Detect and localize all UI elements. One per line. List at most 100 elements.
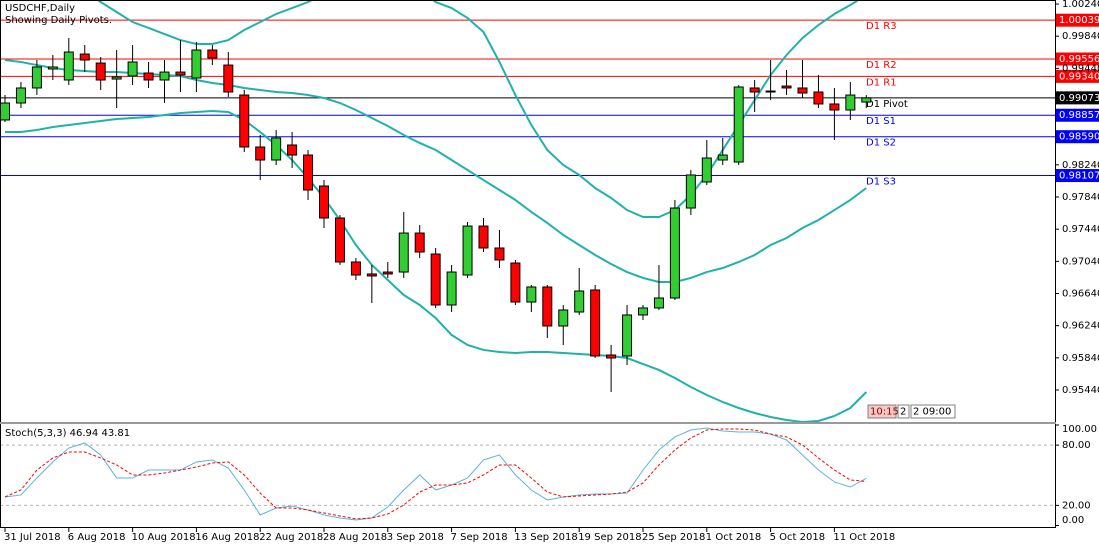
candle-body (319, 185, 329, 219)
candle-body (414, 232, 425, 253)
candle-body (303, 154, 314, 191)
candle-body (191, 49, 202, 79)
price-box (1056, 169, 1099, 183)
time-box (867, 404, 897, 419)
pivot-name: D1 S2 (866, 138, 896, 149)
x-tick-label: 7 Sep 2018 (451, 532, 508, 543)
candle-body (542, 286, 553, 327)
x-tick-label: 3 Sep 2018 (387, 532, 444, 543)
candle-body (15, 87, 26, 104)
candle-body (510, 262, 521, 303)
candle-body (574, 290, 585, 313)
pivot-name: D1 S3 (866, 177, 896, 188)
candle-body (47, 66, 58, 70)
x-tick-label: 31 Jul 2018 (4, 532, 61, 543)
candle-body (382, 271, 393, 275)
candle-body (159, 71, 170, 81)
candle-body (111, 76, 122, 80)
candle-body (79, 53, 90, 61)
price-box-label: 0.98857 (1059, 110, 1099, 121)
candle-body (255, 146, 266, 161)
main-panel: D1 R3 D1 R2 D1 R1 D1 Pivot D1 S1 D1 S2 D1 S3 (0, 0, 1055, 422)
candle-body (95, 62, 106, 81)
price-box-label: 0.98107 (1059, 171, 1099, 182)
candle-body (127, 61, 138, 77)
candle-body (350, 261, 361, 276)
candle-body (813, 91, 824, 105)
time-box (910, 404, 956, 419)
candle-body (685, 174, 696, 209)
candle-body (717, 154, 728, 161)
candle-body (143, 72, 154, 81)
candle-body (845, 94, 856, 111)
candle-body (430, 253, 441, 306)
x-tick-label: 6 Aug 2018 (68, 532, 126, 543)
candle-body (0, 102, 10, 121)
candle-body (765, 90, 776, 93)
time-label: 10:15 (870, 407, 899, 418)
y-tick-label: 80.00 (1062, 440, 1091, 451)
candle-body (239, 94, 250, 148)
band-lower (5, 110, 868, 422)
candle-body (31, 66, 42, 89)
stoch-line (4, 428, 867, 520)
y-tick-label: 20.00 (1062, 500, 1091, 511)
y-tick-label: 0.00 (1062, 515, 1084, 526)
time-label: 2 09:00 (913, 407, 951, 418)
x-tick-label: 13 Sep 2018 (514, 532, 577, 543)
x-tick-label: 5 Oct 2018 (770, 532, 825, 543)
price-box (1056, 130, 1099, 144)
candle-body (622, 314, 633, 357)
candle-body (207, 49, 218, 59)
x-tick-label: 28 Aug 2018 (323, 532, 387, 543)
candle-body (558, 309, 569, 327)
price-box (1056, 69, 1099, 83)
candle-body (526, 286, 537, 303)
candle-body (494, 247, 505, 261)
candle-body (638, 307, 648, 316)
price-box (1056, 91, 1099, 105)
stoch-panel (0, 427, 1055, 521)
x-tick-label: 22 Aug 2018 (259, 532, 323, 543)
time-box (897, 404, 910, 419)
chart-subtitle: Showing Daily Pivots. (5, 15, 112, 26)
axes (0, 0, 1059, 532)
candle-body (606, 354, 617, 359)
candle-body (733, 86, 744, 163)
x-tick-label: 1 Oct 2018 (706, 532, 761, 543)
x-tick-label: 11 Oct 2018 (833, 532, 895, 543)
x-tick-label: 16 Aug 2018 (195, 532, 259, 543)
candle-body (861, 97, 872, 103)
pivot-name: D1 S1 (866, 116, 896, 127)
candle-body (701, 157, 712, 183)
stoch-line (4, 427, 867, 521)
x-tick-label: 19 Sep 2018 (578, 532, 641, 543)
pivot-name: D1 R1 (866, 77, 897, 88)
x-tick-label: 10 Aug 2018 (132, 532, 196, 543)
candle-body (223, 64, 234, 93)
y-tick-label: 0.95440 (1062, 385, 1099, 396)
candle-body (590, 289, 601, 357)
candle-body (398, 232, 409, 273)
candle-body (462, 225, 473, 276)
candle-body (797, 87, 808, 94)
price-box-label: 0.98590 (1059, 132, 1099, 143)
candle-body (478, 225, 489, 249)
price-box-label: 0.99556 (1059, 54, 1099, 65)
pivot-name: D1 R2 (866, 60, 897, 71)
candle-body (749, 87, 760, 93)
price-box-label: 0.99073 (1059, 93, 1099, 104)
candle-body (175, 71, 186, 76)
price-box-label: 1.00039 (1059, 15, 1099, 26)
